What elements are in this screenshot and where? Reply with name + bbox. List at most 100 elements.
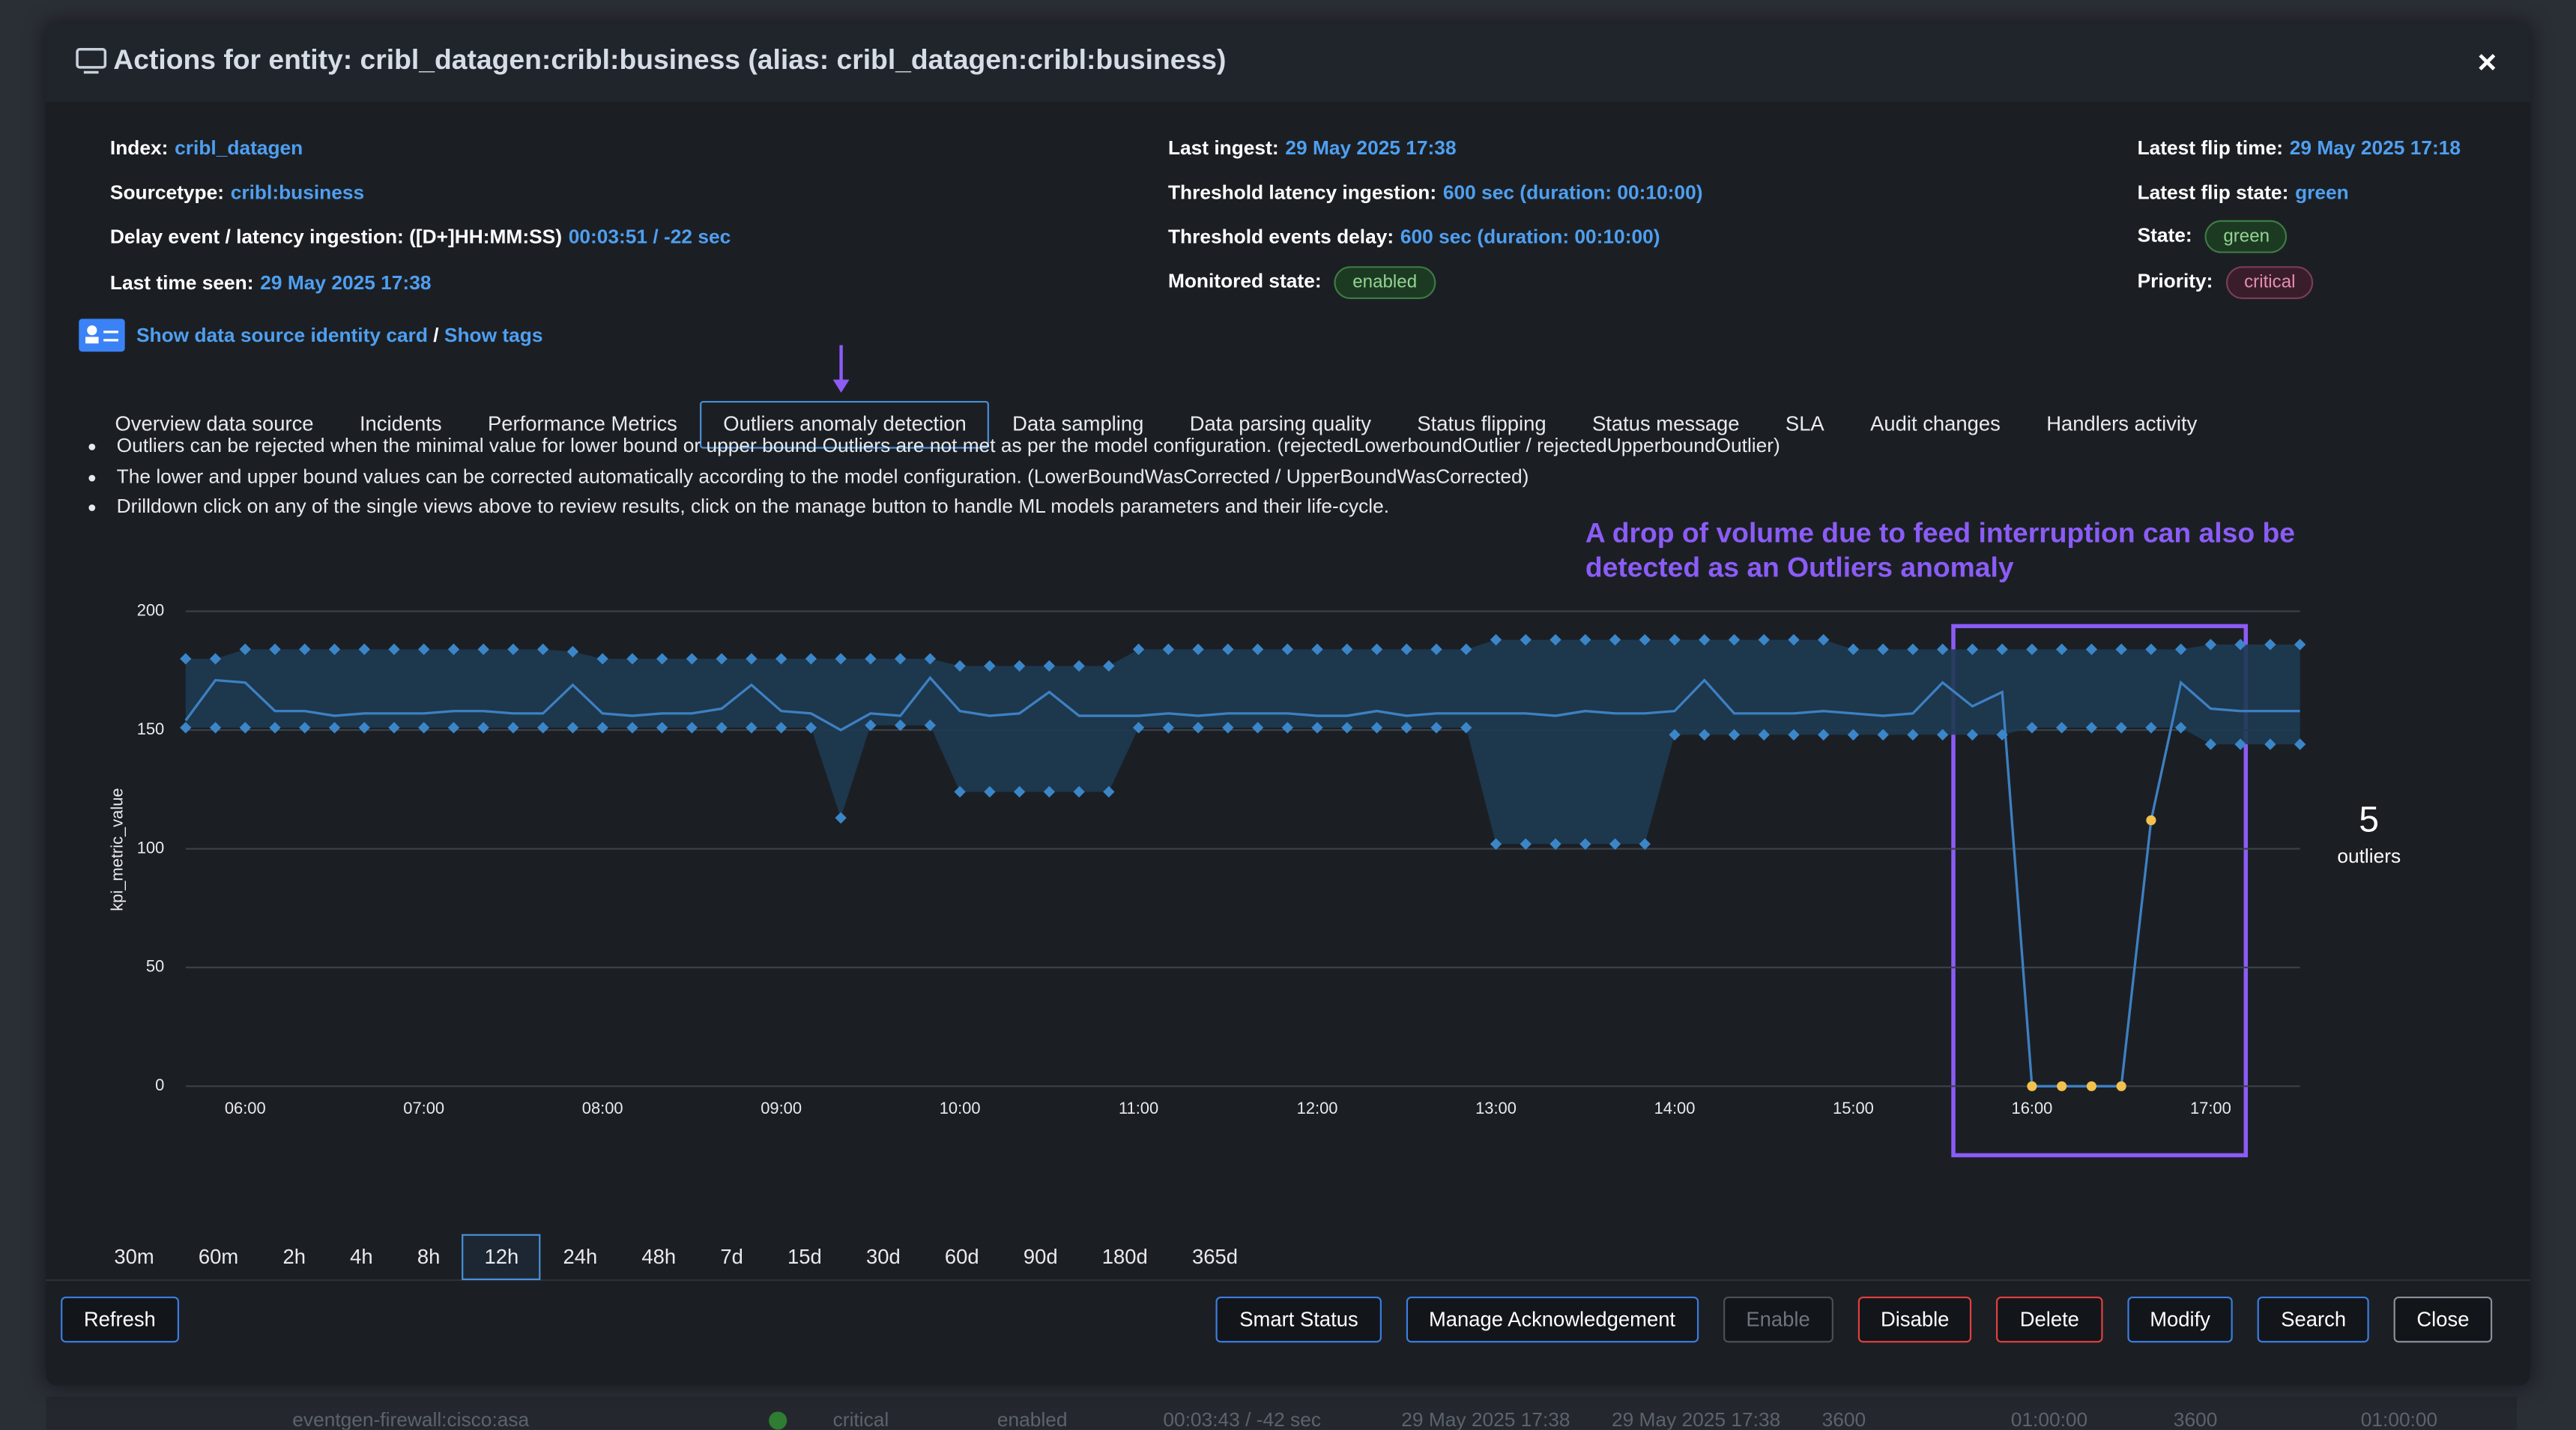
bound-marker <box>2294 738 2306 750</box>
bound-marker <box>1788 728 1800 741</box>
x-tick-label: 12:00 <box>1297 1099 1338 1117</box>
bound-marker <box>180 653 192 665</box>
background-cell: 29 May 2025 17:38 <box>1401 1408 1570 1430</box>
background-status-dot <box>769 1411 787 1430</box>
time-range[interactable]: 60m <box>198 1245 239 1269</box>
button[interactable]: Search <box>2258 1296 2369 1343</box>
note: Drilldown click on any of the single vie… <box>82 492 1780 522</box>
x-tick-label: 10:00 <box>940 1099 981 1117</box>
outlier-band <box>185 639 2300 845</box>
outlier-count-label: outliers <box>2337 844 2401 868</box>
monitor-icon <box>76 48 107 69</box>
tab[interactable]: SLA <box>1785 412 1824 436</box>
time-range[interactable]: 90d <box>1023 1245 1058 1269</box>
x-tick-label: 15:00 <box>1833 1099 1874 1117</box>
y-tick-label: 150 <box>137 719 165 738</box>
time-range[interactable]: 12h <box>462 1234 541 1281</box>
background-cell: 3600 <box>2173 1408 2218 1430</box>
button[interactable]: Disable <box>1857 1296 1973 1343</box>
time-range[interactable]: 7d <box>720 1245 743 1269</box>
button: Enable <box>1723 1296 1833 1343</box>
tab[interactable]: Data parsing quality <box>1189 412 1371 436</box>
pointer-arrow-head <box>832 379 850 393</box>
x-tick-label: 16:00 <box>2012 1099 2053 1117</box>
info-row: Threshold events delay: 600 sec (duration… <box>1168 222 1660 251</box>
info-row: State: green <box>2138 220 2288 253</box>
outlier-marker <box>2116 1081 2126 1091</box>
info-label: Monitored state: <box>1167 269 1322 293</box>
info-row: Priority: critical <box>2138 266 2314 300</box>
info-row: Monitored state: enabled <box>1167 266 1436 300</box>
outlier-marker <box>2146 815 2156 826</box>
time-range[interactable]: 365d <box>1191 1245 1238 1269</box>
time-range[interactable]: 48h <box>641 1245 677 1269</box>
button[interactable]: Delete <box>1997 1296 2102 1343</box>
bound-marker <box>805 653 817 665</box>
info-value: 29 May 2025 17:38 <box>1285 136 1457 160</box>
info-value: 29 May 2025 17:18 <box>2289 136 2461 160</box>
bound-marker <box>2234 639 2246 651</box>
time-range[interactable]: 4h <box>350 1245 373 1269</box>
x-tick-label: 11:00 <box>1119 1099 1158 1117</box>
info-value: green <box>2295 181 2349 204</box>
info-label: Threshold latency ingestion: <box>1167 181 1437 204</box>
info-row: Index: cribl_datagen <box>110 133 303 163</box>
tab[interactable]: Audit changes <box>1870 412 2001 436</box>
time-range[interactable]: 30d <box>865 1245 901 1269</box>
note: Outliers can be rejected when the minima… <box>82 437 1780 461</box>
x-tick-label: 13:00 <box>1475 1099 1517 1117</box>
info-value: 29 May 2025 17:38 <box>260 271 432 295</box>
notes: Outliers can be rejected when the minima… <box>82 437 2054 522</box>
button[interactable]: Refresh <box>61 1296 179 1343</box>
background-cell: critical <box>832 1408 889 1430</box>
time-range[interactable]: 60d <box>944 1245 979 1269</box>
bound-marker <box>1013 660 1026 672</box>
tab[interactable]: Overview data source <box>115 412 314 436</box>
bound-marker <box>894 653 907 665</box>
identity-card-link[interactable]: Show data source identity card <box>136 323 428 347</box>
button[interactable]: Close <box>2393 1296 2493 1343</box>
tab[interactable]: Status flipping <box>1417 412 1546 436</box>
tab[interactable]: Data sampling <box>1012 412 1144 436</box>
x-tick-label: 09:00 <box>761 1099 802 1117</box>
time-range[interactable]: 180d <box>1101 1245 1148 1269</box>
outlier-count: 5 <box>2359 798 2380 840</box>
close-icon[interactable]: × <box>2477 45 2497 82</box>
time-range[interactable]: 15d <box>787 1245 822 1269</box>
info-label: Last time seen: <box>109 271 254 295</box>
time-range[interactable]: 8h <box>417 1245 441 1269</box>
tab[interactable]: Outliers anomaly detection <box>700 400 990 449</box>
info-value: 600 sec (duration: 00:10:00) <box>1400 225 1660 249</box>
info-row: Last time seen: 29 May 2025 17:38 <box>110 268 432 297</box>
bound-marker <box>1609 838 1621 850</box>
x-tick-label: 07:00 <box>403 1099 444 1117</box>
info-value: 00:03:51 / -22 sec <box>568 225 731 249</box>
y-tick-label: 50 <box>146 957 164 976</box>
note: The lower and upper bound values can be … <box>82 461 1780 492</box>
info-row: Last ingest: 29 May 2025 17:38 <box>1168 133 1457 163</box>
outlier-marker <box>2086 1081 2097 1091</box>
tab[interactable]: Handlers activity <box>2046 412 2198 436</box>
info-row: Latest flip time: 29 May 2025 17:18 <box>2138 133 2461 163</box>
button[interactable]: Manage Acknowledgement <box>1406 1296 1699 1343</box>
background-cell: 01:00:00 <box>2010 1408 2088 1430</box>
time-range[interactable]: 30m <box>114 1245 154 1269</box>
x-tick-label: 08:00 <box>582 1099 623 1117</box>
outlier-marker <box>2057 1081 2067 1091</box>
time-range[interactable]: 24h <box>563 1245 598 1269</box>
y-tick-label: 0 <box>155 1075 164 1094</box>
tab[interactable]: Incidents <box>359 412 442 436</box>
tab[interactable]: Status message <box>1591 412 1740 436</box>
bound-marker <box>1907 728 1919 741</box>
bound-marker <box>1966 728 1979 741</box>
tab[interactable]: Performance Metrics <box>488 412 677 436</box>
tab-bar: Overview data source Incidents Performance… <box>92 400 2220 449</box>
tags-link[interactable]: Show tags <box>444 323 543 347</box>
bound-marker <box>954 660 966 672</box>
time-range[interactable]: 2h <box>282 1245 306 1269</box>
button[interactable]: Modify <box>2126 1296 2234 1343</box>
bound-marker <box>1937 728 1949 741</box>
button[interactable]: Smart Status <box>1216 1296 1382 1343</box>
annotation: A drop of volume due to feed interruptio… <box>1585 517 2295 584</box>
